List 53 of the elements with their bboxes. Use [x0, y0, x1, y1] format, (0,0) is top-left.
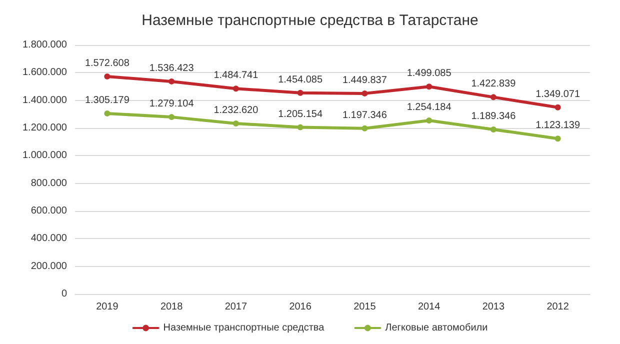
x-tick-label: 2019	[96, 302, 119, 312]
data-label: 1.499.085	[406, 68, 452, 80]
x-tick-label: 2013	[482, 302, 505, 312]
point	[168, 78, 175, 84]
legend-label: Легковые автомобили	[385, 322, 488, 334]
data-label: 1.422.839	[471, 78, 516, 90]
x-tick-label: 2018	[160, 302, 184, 312]
chart-title: Наземные транспортные средства в Татарстане	[142, 12, 478, 29]
x-tick-label: 2014	[418, 302, 441, 312]
y-tick-label: 800.000	[30, 178, 68, 189]
x-tick-label: 2016	[289, 302, 312, 312]
y-tick-label: 1.400.000	[22, 94, 68, 106]
point	[104, 73, 110, 80]
data-label: 1.449.837	[342, 74, 388, 86]
point	[168, 114, 175, 120]
data-label: 1.123.139	[536, 120, 580, 132]
legend-label: Наземные транспортные средства	[163, 322, 325, 334]
data-label: 1.254.184	[406, 102, 452, 114]
y-tick-label: 1.600.000	[22, 67, 68, 78]
y-tick-label: 0	[61, 288, 68, 300]
x-tick-label: 2012	[546, 302, 570, 312]
y-tick-label: 400.000	[30, 233, 68, 244]
data-label: 1.305.179	[84, 94, 130, 106]
data-label: 1.279.104	[149, 98, 194, 110]
point	[426, 84, 432, 90]
x-tick-label: 2015	[354, 302, 376, 312]
x-tick-label: 2017	[224, 302, 248, 312]
point	[362, 125, 368, 132]
y-tick-label: 1.800.000	[22, 40, 68, 50]
point	[554, 136, 561, 142]
point	[490, 126, 496, 132]
data-label: 1.454.085	[278, 74, 323, 86]
data-label: 1.536.423	[149, 62, 194, 74]
data-label: 1.484.741	[214, 70, 259, 82]
data-label: 1.572.608	[84, 58, 130, 69]
y-tick-label: 1.000.000	[22, 150, 68, 162]
point	[104, 110, 110, 116]
data-label: 1.189.346	[471, 110, 516, 122]
point	[490, 94, 496, 100]
y-tick-label: 1.200.000	[22, 122, 68, 134]
y-tick-label: 200.000	[30, 260, 68, 272]
point	[297, 90, 304, 96]
y-tick-label: 600.000	[30, 206, 68, 216]
data-label: 1.232.620	[214, 104, 259, 116]
data-label: 1.349.071	[536, 88, 580, 100]
data-label: 1.197.346	[342, 110, 388, 121]
point	[426, 118, 432, 124]
point	[232, 120, 239, 126]
point	[554, 104, 561, 110]
point	[232, 86, 239, 92]
point	[362, 90, 368, 96]
data-label: 1.205.154	[278, 108, 323, 120]
point	[297, 124, 304, 130]
